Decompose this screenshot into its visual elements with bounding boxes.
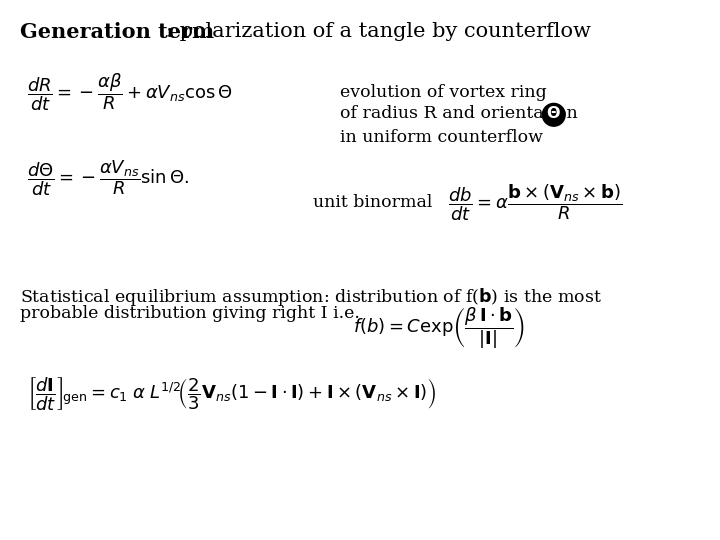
- Text: probable distribution giving right I i.e.: probable distribution giving right I i.e…: [20, 305, 360, 322]
- Text: $\dfrac{db}{dt} = \alpha\dfrac{\mathbf{b}\times(\mathbf{V}_{ns}\times\mathbf{b}): $\dfrac{db}{dt} = \alpha\dfrac{\mathbf{b…: [449, 182, 623, 223]
- Text: $f(b) = C\exp\!\left(\dfrac{\beta\,\mathbf{I}\cdot\mathbf{b}}{|\mathbf{I}|}\righ: $f(b) = C\exp\!\left(\dfrac{\beta\,\math…: [354, 305, 526, 351]
- Text: $\left[\dfrac{d\mathbf{I}}{dt}\right]_{\!\mathrm{gen}} = c_1\;\alpha\;L^{1/2}\!\: $\left[\dfrac{d\mathbf{I}}{dt}\right]_{\…: [27, 375, 437, 413]
- Text: $\dfrac{dR}{dt} = -\dfrac{\alpha\beta}{R} + \alpha V_{ns}\cos\Theta$: $\dfrac{dR}{dt} = -\dfrac{\alpha\beta}{R…: [27, 71, 233, 113]
- Text: unit binormal: unit binormal: [312, 194, 432, 211]
- Text: $\boldsymbol{\Theta}$: $\boldsymbol{\Theta}$: [546, 105, 561, 122]
- Text: Statistical equilibrium assumption: distribution of f($\mathbf{b}$) is the most: Statistical equilibrium assumption: dist…: [20, 286, 602, 308]
- Text: $\dfrac{d\Theta}{dt} = -\dfrac{\alpha V_{ns}}{R}\sin\Theta.$: $\dfrac{d\Theta}{dt} = -\dfrac{\alpha V_…: [27, 158, 189, 198]
- Text: evolution of vortex ring: evolution of vortex ring: [340, 84, 546, 100]
- Text: $\boldsymbol{\Theta}$: $\boldsymbol{\Theta}$: [545, 105, 562, 124]
- Text: in uniform counterflow: in uniform counterflow: [340, 129, 543, 145]
- Text: : polarization of a tangle by counterflow: : polarization of a tangle by counterflo…: [166, 22, 591, 40]
- Text: of radius R and orientation: of radius R and orientation: [340, 105, 577, 122]
- Text: Generation term: Generation term: [20, 22, 215, 42]
